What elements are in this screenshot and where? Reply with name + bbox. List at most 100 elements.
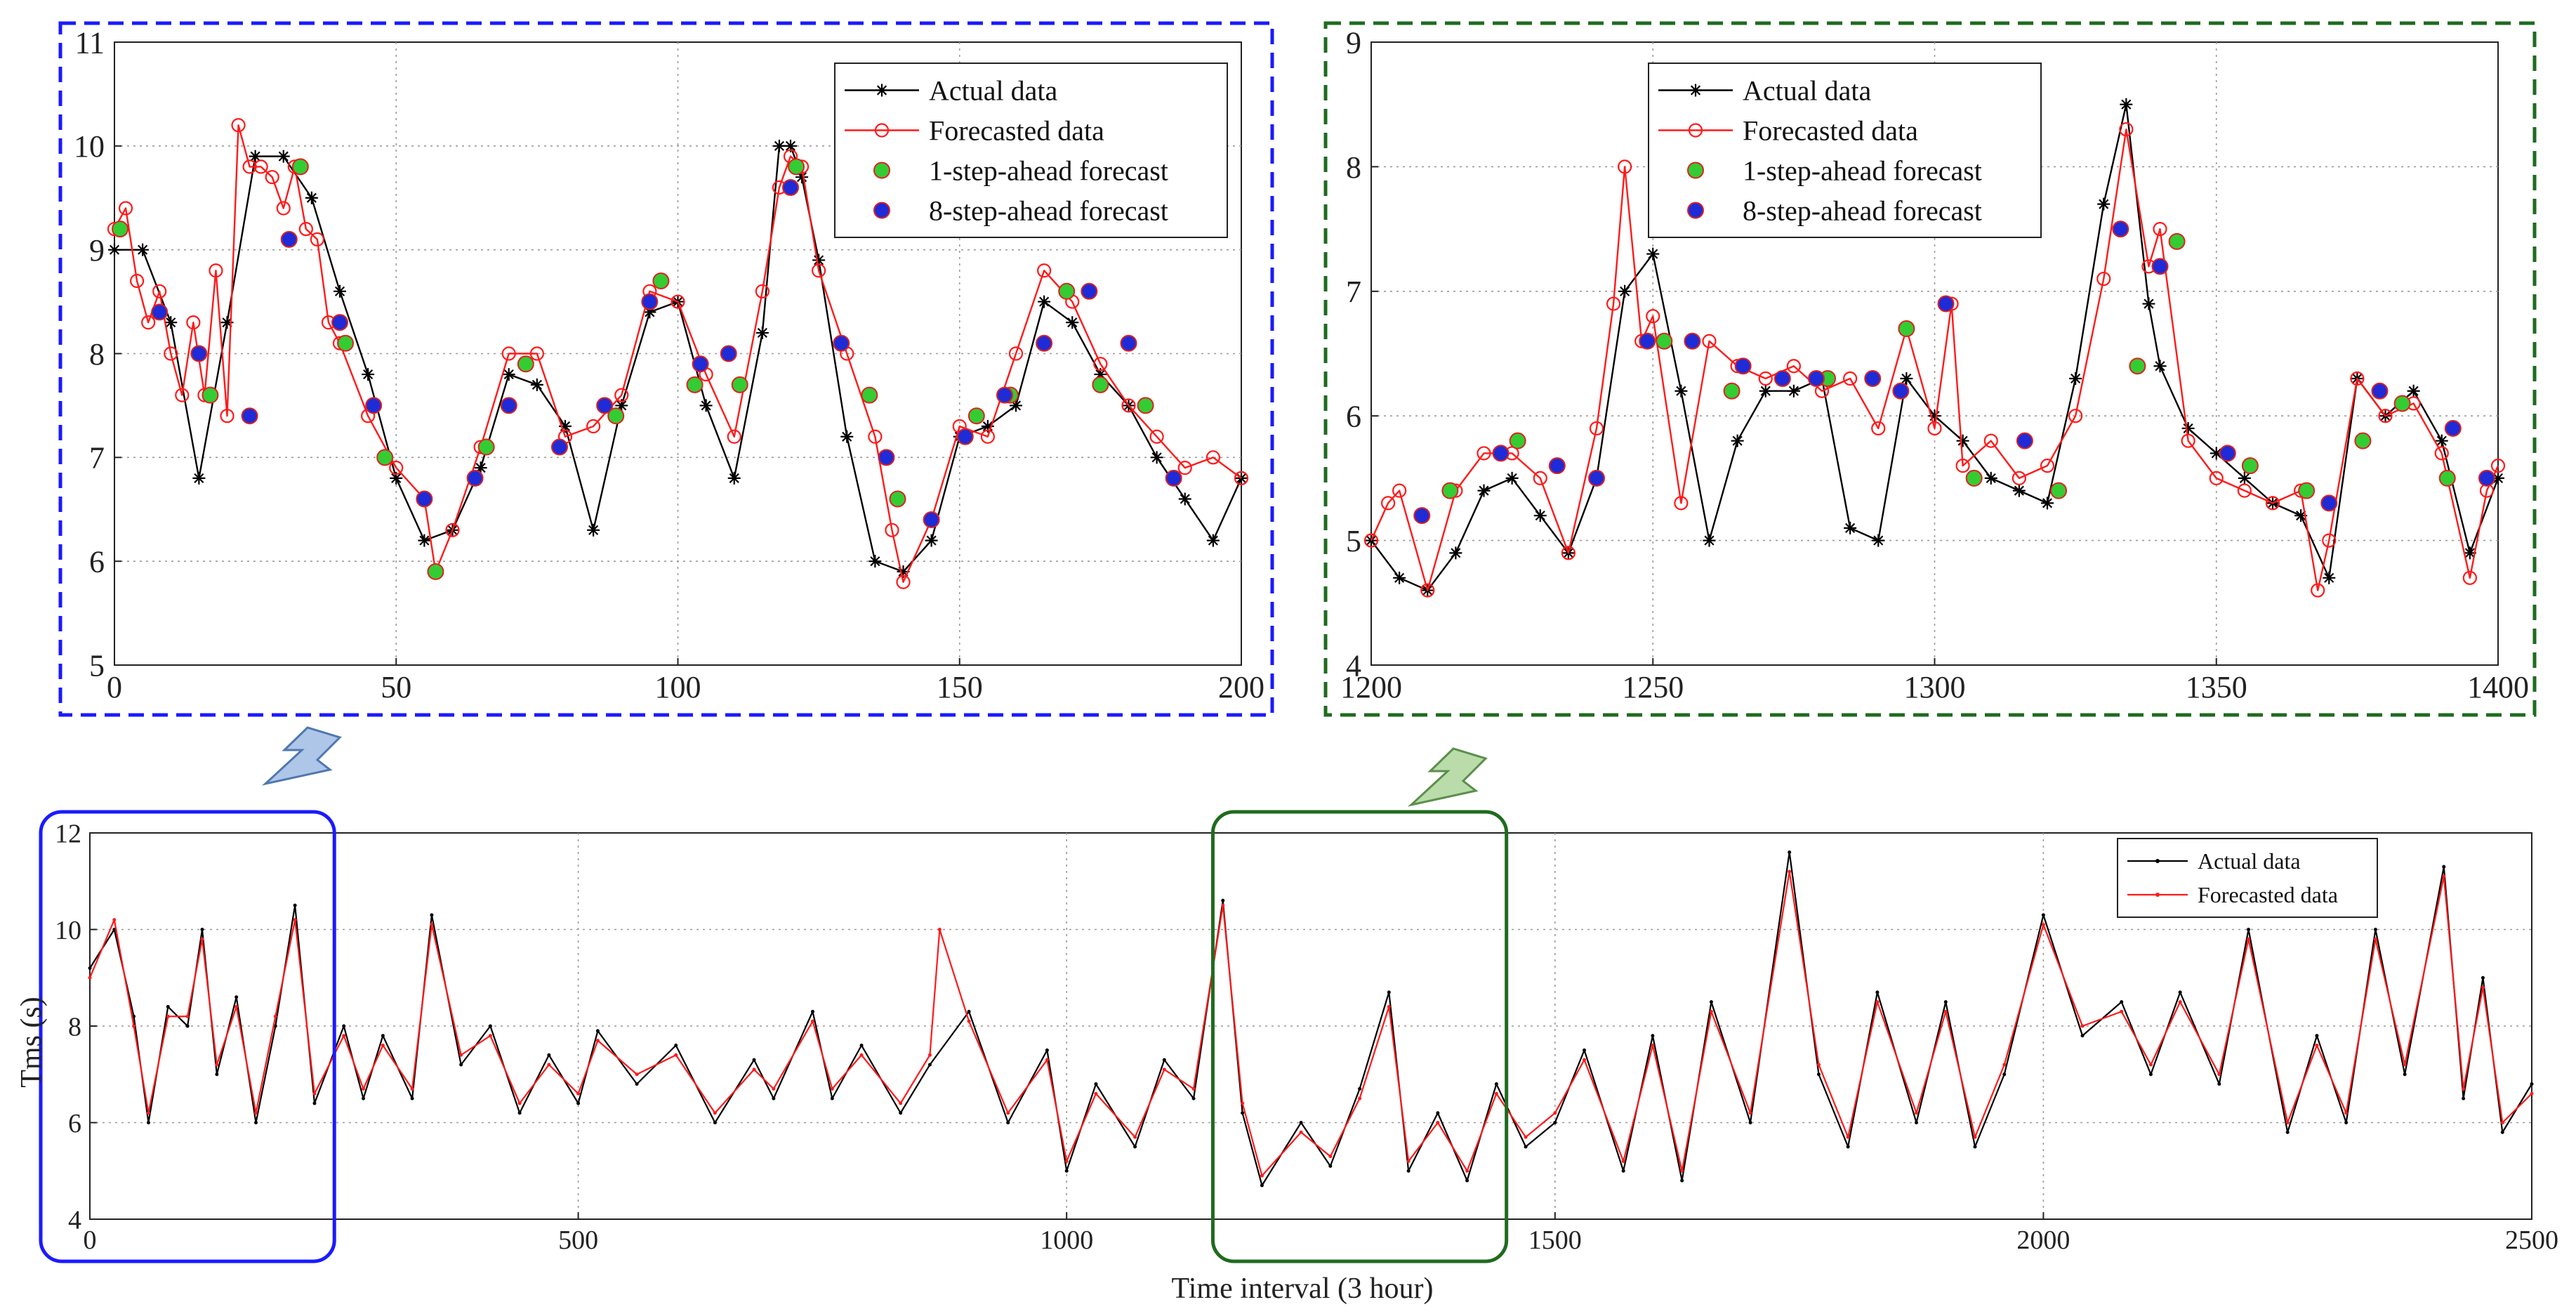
actual-point (752, 1058, 756, 1062)
actual-point (1133, 1145, 1137, 1149)
legend-marker (874, 123, 890, 138)
one-step-point (2129, 357, 2146, 375)
forecast-point (1983, 433, 1998, 448)
one-step-point (788, 158, 805, 176)
legend-box (1648, 63, 2042, 238)
actual-point (1787, 384, 1800, 398)
forecast-point (529, 346, 544, 361)
forecast-point (2237, 483, 2252, 498)
series-eight-step (151, 178, 1182, 529)
y-tick-label: 6 (1346, 400, 1361, 434)
forecast-point (1646, 309, 1660, 324)
bottom-ylabel: Tms (s) (15, 997, 48, 1088)
y-tick-label: 8 (1346, 150, 1361, 185)
actual-point (254, 1121, 258, 1124)
actual-point (1872, 534, 1885, 547)
one-step-point (607, 407, 625, 425)
forecast-point (1191, 1086, 1196, 1091)
legend: Actual data Forecasted data 1-step-ahead f… (834, 63, 1228, 238)
forecast-point (235, 1005, 239, 1009)
forecast-point (1037, 263, 1052, 278)
forecast-point (430, 923, 434, 927)
forecast-point (253, 159, 268, 174)
actual-point (1709, 1000, 1713, 1004)
forecast-point (1006, 1111, 1010, 1115)
x-tick-label: 500 (558, 1226, 598, 1255)
forecast-point (896, 574, 911, 589)
forecast-point (595, 1039, 600, 1043)
series-eight-step (1413, 221, 2495, 525)
forecast-point (2148, 1063, 2153, 1067)
actual-point (459, 1063, 463, 1067)
forecast-point (755, 284, 770, 298)
actual-point (1875, 990, 1880, 994)
actual-point (362, 1096, 366, 1101)
actual-point (88, 966, 92, 970)
forecast-point (1533, 471, 1547, 486)
one-step-point (477, 438, 495, 456)
actual-point (810, 1009, 814, 1013)
actual-point (2323, 571, 2336, 584)
forecast-point (130, 273, 145, 289)
forecast-point (1406, 1159, 1411, 1163)
actual-point (1436, 1111, 1440, 1115)
legend-marker (1688, 123, 1703, 138)
forecast-point (1709, 1009, 1713, 1013)
actual-point (1748, 1121, 1752, 1124)
forecast-point (868, 429, 883, 444)
y-tick-label: 9 (1346, 25, 1361, 60)
top-right-dashed-frame (1323, 21, 2537, 717)
forecast-point (1133, 1135, 1137, 1139)
eight-step-point (1864, 369, 1882, 387)
actual-point (635, 1082, 639, 1086)
forecast-point (2403, 1063, 2407, 1067)
forecast-point (112, 918, 117, 922)
actual-point (2153, 360, 2167, 373)
eight-step-point (1774, 369, 1791, 387)
eight-step-point (1081, 282, 1098, 300)
actual-point (2002, 1072, 2007, 1077)
y-tick-label: 6 (68, 1109, 81, 1138)
forecast-point (2119, 122, 2134, 137)
forecast-point (713, 1111, 717, 1115)
actual-point (727, 471, 741, 485)
one-step-point (1898, 320, 1915, 338)
actual-point (1618, 284, 1632, 298)
one-step-point (2298, 482, 2316, 499)
forecast-point (927, 1053, 932, 1057)
eight-step-point (550, 438, 568, 456)
forecast-point (1702, 334, 1717, 348)
forecast-point (175, 388, 190, 402)
actual-point (2403, 1072, 2407, 1077)
eight-step-point (241, 407, 258, 425)
actual-point (381, 1034, 385, 1038)
actual-point (772, 1096, 776, 1101)
actual-point (1094, 1082, 1098, 1086)
forecast-point (1392, 483, 1407, 498)
legend-label: Actual data (1743, 75, 1871, 107)
one-step-point (376, 449, 394, 466)
legend-marker (2155, 893, 2160, 897)
series-one-step (1441, 232, 2456, 499)
eight-step-point (500, 397, 517, 414)
actual-point (192, 471, 206, 485)
forecast-point (1241, 1101, 1245, 1105)
actual-point (1221, 898, 1225, 902)
actual-point (200, 928, 204, 931)
eight-step-point (190, 345, 208, 362)
actual-point (2217, 1082, 2221, 1086)
actual-point (927, 1063, 932, 1067)
forecast-point (635, 1072, 639, 1077)
actual-point (2178, 990, 2182, 994)
eight-step-point (833, 334, 850, 352)
actual-point (1191, 1096, 1196, 1101)
actual-point (530, 378, 543, 391)
legend: Actual data Forecasted data 1-step-ahead f… (1648, 63, 2042, 238)
actual-point (136, 243, 150, 256)
actual-point (1533, 509, 1547, 523)
actual-point (1956, 434, 1969, 447)
actual-point (1553, 1121, 1557, 1124)
chart-bottom: 0 500 1000 1500 2000 2500 4 6 8 10 12 Actual data Fo… (55, 819, 2558, 1255)
forecast-point (1674, 496, 1689, 511)
actual-point (1094, 368, 1107, 381)
